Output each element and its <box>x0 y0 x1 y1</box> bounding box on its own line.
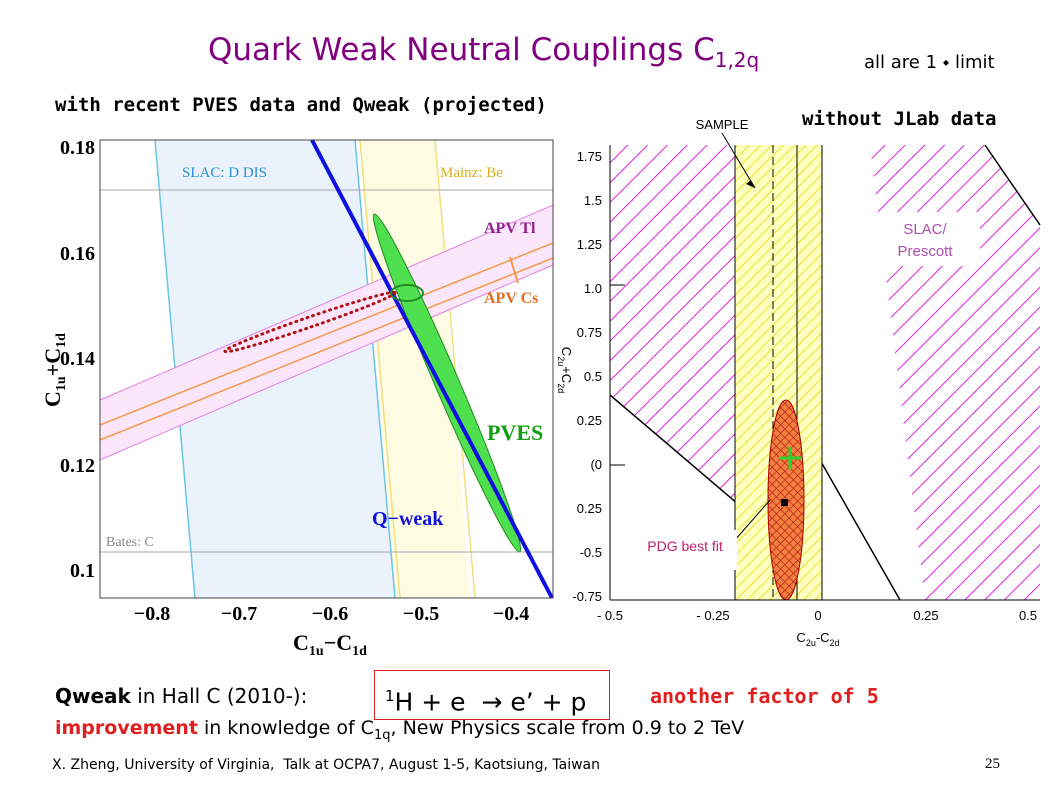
note: all are 1 ⬩ limit <box>864 52 995 73</box>
y-tick-label: -0.75 <box>572 589 602 604</box>
annotations: SLAC: D DIS Mainz: Be APV Tl APV Cs PVES… <box>106 165 543 550</box>
y-label-part: +C <box>45 348 65 376</box>
x-label-part: C <box>796 630 805 645</box>
text: in Hall C (2010-): <box>130 684 308 708</box>
annotation: SLAC/ <box>903 221 947 238</box>
annotation: SAMPLE <box>696 117 749 132</box>
title-text: Quark Weak Neutral Couplings C <box>208 32 715 68</box>
y-tick-label: 1.5 <box>584 193 602 208</box>
x-tick-label: −0.6 <box>312 603 348 625</box>
x-tick-label: 0 <box>814 608 821 623</box>
title: Quark Weak Neutral Couplings C1,2q <box>208 32 759 72</box>
footer-credit: X. Zheng, University of Virginia, Talk a… <box>52 757 600 773</box>
y-label-part: +C <box>559 366 574 383</box>
y-tick-label: 1.0 <box>584 281 602 296</box>
y-tick-label: -0.5 <box>580 545 602 560</box>
y-tick-label: 0.5 <box>584 369 602 384</box>
title-sub: 1,2q <box>714 48 760 73</box>
x-label-part: C <box>293 630 309 655</box>
page-number: 25 <box>985 756 1000 772</box>
x-label-part: −C <box>324 630 352 655</box>
x-tick-label: 0.25 <box>913 608 938 623</box>
x-label-part: 1u <box>309 644 324 659</box>
x-tick-label: −0.4 <box>493 603 529 625</box>
x-tick-label: - 0.5 <box>597 608 623 623</box>
right-plot: 1.75 1.5 1.25 1.0 0.75 0.5 0.25 (0 0.25 … <box>556 117 1041 648</box>
reaction-box: 1H + e → e’ + p <box>374 670 610 720</box>
y-label-part: 2d <box>556 383 566 393</box>
annotation: PDG best fit <box>647 538 723 554</box>
annotation: Prescott <box>897 243 953 260</box>
text: , New Physics scale from 0.9 to 2 TeV <box>390 717 745 739</box>
y-tick-label: 1.75 <box>577 149 602 164</box>
subtitle: without JLab data <box>802 108 997 130</box>
annotation: Q−weak <box>372 508 444 530</box>
factor: another factor of 5 <box>650 684 879 708</box>
y-ticks: 0.18 0.16 0.14 0.12 0.1 −0.8 −0.7 −0.6 −… <box>45 137 529 659</box>
y-axis-label: C2u+C2d <box>556 347 574 393</box>
x-tick-label: −0.8 <box>134 603 170 625</box>
superscript: 1 <box>385 687 395 705</box>
x-tick-label: 0.5 <box>1019 608 1037 623</box>
y-label-part: 1u <box>54 376 69 391</box>
y-label-part: C <box>45 391 65 407</box>
left-plot: 0.18 0.16 0.14 0.12 0.1 −0.8 −0.7 −0.6 −… <box>45 130 555 660</box>
qweak-line <box>310 139 554 599</box>
annotation: APV Tl <box>484 220 536 237</box>
annotation: Mainz: Be <box>440 165 503 181</box>
annotation: PVES <box>487 420 543 445</box>
y-label-part: 2u <box>556 356 566 366</box>
annotation: APV Cs <box>484 290 538 307</box>
x-label-part: 2u <box>806 638 816 648</box>
y-tick-label: (0 <box>590 457 602 472</box>
y-tick-label: 1.25 <box>577 237 602 252</box>
y-label-part: 1d <box>54 333 69 348</box>
bottom-line2: improvement in knowledge of C1q, New Phy… <box>55 717 744 743</box>
y-tick-label: 0.25 <box>577 501 602 516</box>
y-label-part: C <box>559 347 574 356</box>
excluded-region <box>610 145 740 505</box>
x-label-part: -C <box>816 630 830 645</box>
subtitle: with recent PVES data and Qweak (project… <box>55 94 547 116</box>
x-tick-label: - 0.25 <box>696 608 729 623</box>
x-tick-label: −0.7 <box>221 603 257 625</box>
x-axis-label: C2u-C2d <box>796 630 839 648</box>
y-tick-label: 0.16 <box>60 243 95 265</box>
annotation: SLAC: D DIS <box>182 165 267 181</box>
x-label-part: 2d <box>830 638 840 648</box>
bottom-line1: Qweak in Hall C (2010-): <box>55 684 307 708</box>
y-tick-label: 0.18 <box>60 137 95 159</box>
y-tick-label: 0.12 <box>60 455 95 477</box>
text: in knowledge of C <box>197 717 374 739</box>
subscript: 1q <box>373 727 391 743</box>
projection <box>223 290 397 354</box>
x-label-part: 1d <box>352 644 367 659</box>
ticks: 1.75 1.5 1.25 1.0 0.75 0.5 0.25 (0 0.25 … <box>556 117 1037 648</box>
x-axis-label: C1u−C1d <box>293 630 367 659</box>
y-tick-label: 0.1 <box>70 560 95 582</box>
highlight: improvement <box>55 717 198 739</box>
y-tick-label: 0.25 <box>577 413 602 428</box>
y-tick-label: 0.75 <box>577 325 602 340</box>
bold-text: Qweak <box>55 684 131 708</box>
annotation: Bates: C <box>106 535 154 550</box>
reaction: H + e → e’ + p <box>394 687 587 717</box>
y-tick-label: 0.14 <box>60 348 95 370</box>
x-tick-label: −0.5 <box>403 603 439 625</box>
y-axis-label: C1u+C1d <box>45 333 69 407</box>
